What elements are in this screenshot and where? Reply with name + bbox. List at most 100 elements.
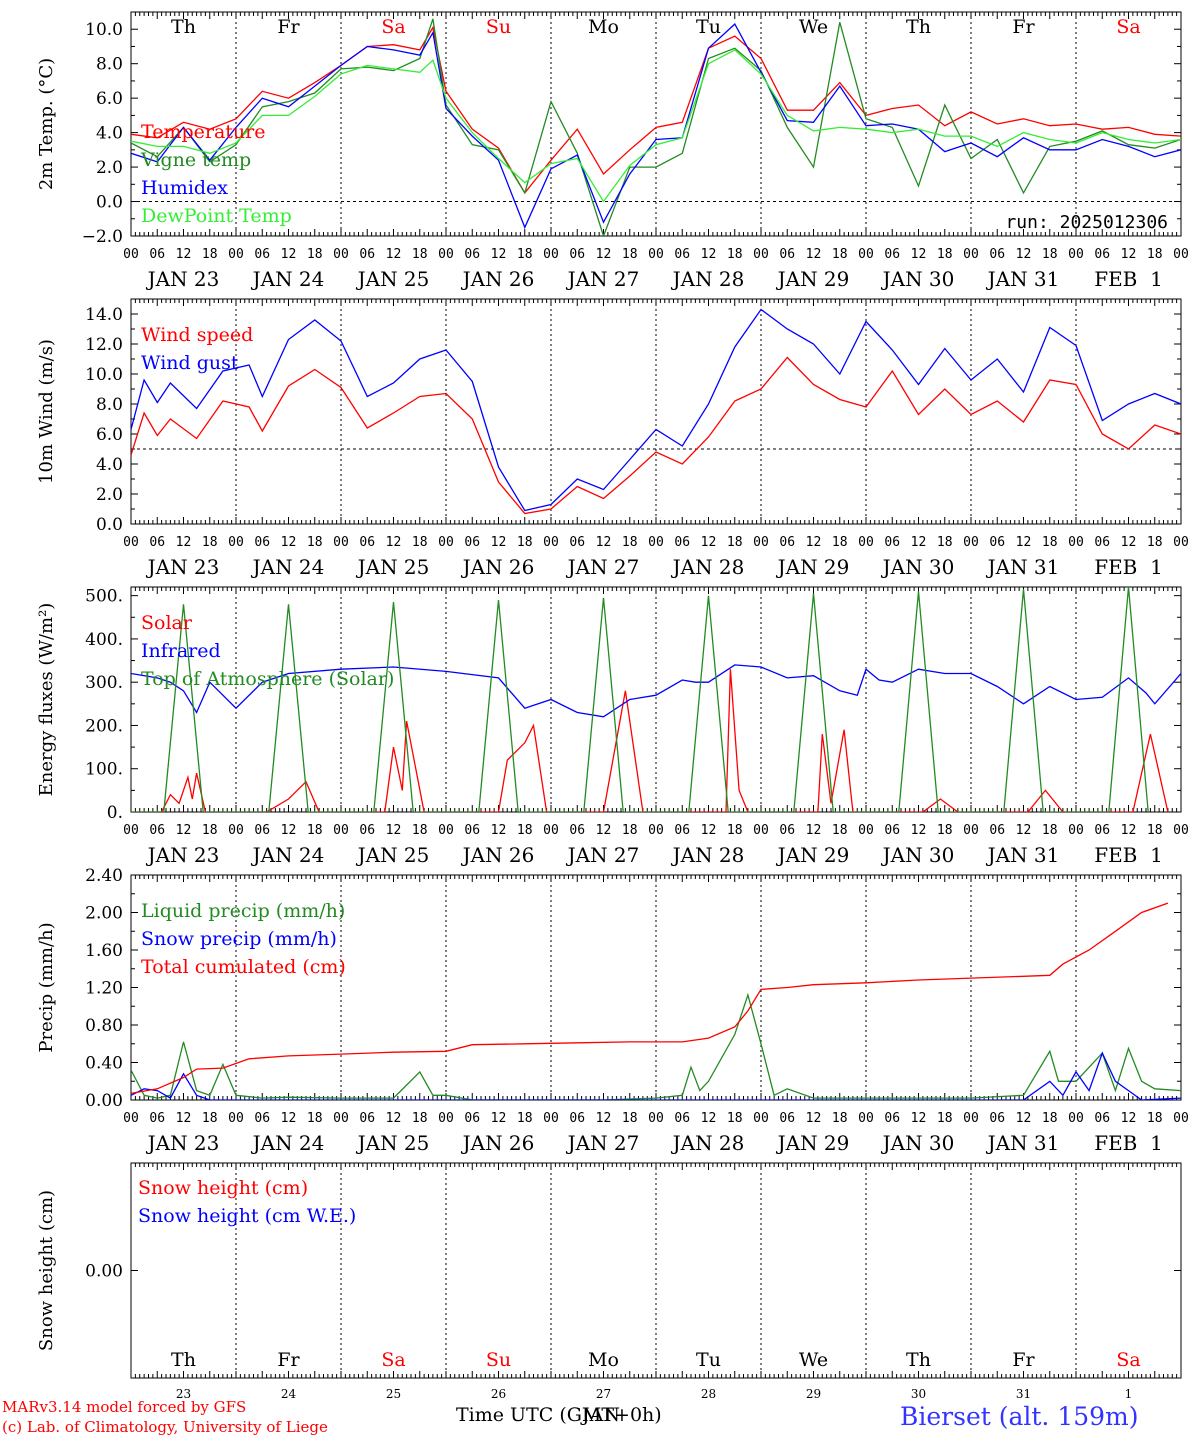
hour-label: 18 <box>727 1111 743 1126</box>
hour-label: 00 <box>648 1111 664 1126</box>
date-label: FEB 1 <box>1094 843 1163 867</box>
hour-label: 00 <box>123 535 139 550</box>
legend-entry: Vigne temp <box>140 149 251 171</box>
date-label: FEB 1 <box>1094 555 1163 579</box>
hour-label: 00 <box>858 535 874 550</box>
legend-entry: Wind speed <box>141 324 253 346</box>
hour-label: 18 <box>727 247 743 262</box>
date-label: JAN 23 <box>146 1131 220 1155</box>
hour-label: 12 <box>911 535 927 550</box>
hour-label: 12 <box>281 247 297 262</box>
hour-label: 00 <box>543 535 559 550</box>
hour-label: 00 <box>963 1111 979 1126</box>
date-label: JAN 30 <box>881 555 955 579</box>
hour-label: 12 <box>176 535 192 550</box>
model-credit-line2: (c) Lab. of Climatology, University of L… <box>2 1418 328 1436</box>
hour-label: 18 <box>412 535 428 550</box>
hour-label: 18 <box>412 247 428 262</box>
hour-label: 00 <box>228 247 244 262</box>
hour-label: 18 <box>832 247 848 262</box>
hour-label: 00 <box>753 1111 769 1126</box>
series-line <box>131 902 1169 1095</box>
hour-label: 18 <box>622 535 638 550</box>
hour-label: 12 <box>491 823 507 838</box>
y-tick-label: 8.0 <box>96 395 123 415</box>
date-label: JAN 29 <box>776 267 850 291</box>
date-label: JAN 26 <box>461 555 535 579</box>
series-line <box>131 308 1181 512</box>
hour-label: 06 <box>674 823 690 838</box>
y-axis-label: Energy fluxes (W/m²) <box>36 603 57 797</box>
weekday-label: Fr <box>1012 1349 1035 1371</box>
hour-label: 06 <box>464 1111 480 1126</box>
hour-label: 00 <box>333 1111 349 1126</box>
hour-label: 06 <box>359 1111 375 1126</box>
legend-entry: DewPoint Temp <box>141 205 292 227</box>
date-label: JAN 25 <box>356 555 430 579</box>
hour-label: 12 <box>1121 247 1137 262</box>
hour-label: 12 <box>1016 535 1032 550</box>
hour-label: 18 <box>937 823 953 838</box>
hour-label: 12 <box>911 247 927 262</box>
hour-label: 00 <box>543 247 559 262</box>
date-label: FEB 1 <box>1094 267 1163 291</box>
hour-label: 18 <box>307 1111 323 1126</box>
hour-label: 06 <box>569 247 585 262</box>
y-axis-label: Precip (mm/h) <box>36 922 57 1052</box>
legend-entry: Liquid precip (mm/h) <box>141 900 345 922</box>
hour-label: 06 <box>359 823 375 838</box>
series-line <box>131 49 1181 203</box>
hour-label: 00 <box>543 823 559 838</box>
hour-label: 00 <box>228 535 244 550</box>
hour-label: 18 <box>937 535 953 550</box>
hour-label: 18 <box>202 1111 218 1126</box>
series-line <box>131 23 1181 230</box>
weekday-label: Sa <box>1116 1349 1140 1371</box>
x-axis-overprint: JAN <box>582 1404 620 1426</box>
day-number: 30 <box>911 1387 926 1401</box>
hour-label: 00 <box>438 247 454 262</box>
hour-label: 18 <box>517 823 533 838</box>
date-label: JAN 26 <box>461 843 535 867</box>
day-number: 28 <box>701 1387 716 1401</box>
hour-label: 06 <box>884 247 900 262</box>
y-axis-label: 10m Wind (m/s) <box>36 339 57 484</box>
hour-label: 06 <box>779 535 795 550</box>
legend-entry: Temperature <box>141 121 265 143</box>
hour-label: 00 <box>648 823 664 838</box>
hour-label: 00 <box>333 823 349 838</box>
y-tick-label: 500. <box>85 587 123 607</box>
legend-entry: Top of Atmosphere (Solar) <box>141 668 394 690</box>
date-label: JAN 28 <box>671 555 745 579</box>
y-tick-label: 8.0 <box>96 55 123 75</box>
hour-label: 00 <box>228 823 244 838</box>
hour-label: 06 <box>149 823 165 838</box>
hour-label: 00 <box>438 1111 454 1126</box>
hour-label: 18 <box>202 535 218 550</box>
hour-label: 00 <box>858 823 874 838</box>
date-label: JAN 24 <box>251 1131 325 1155</box>
hour-label: 12 <box>491 1111 507 1126</box>
hour-label: 12 <box>386 1111 402 1126</box>
hour-label: 18 <box>412 1111 428 1126</box>
date-label: JAN 24 <box>251 843 325 867</box>
legend-entry: Snow height (cm W.E.) <box>138 1205 356 1227</box>
series-line <box>131 25 1181 195</box>
hour-label: 06 <box>779 1111 795 1126</box>
hour-label: 00 <box>963 247 979 262</box>
hour-label: 18 <box>1147 823 1163 838</box>
legend-entry: Wind gust <box>141 352 239 374</box>
y-tick-label: 0. <box>107 803 123 823</box>
date-label: JAN 23 <box>146 267 220 291</box>
date-label: JAN 30 <box>881 1131 955 1155</box>
weekday-label: Su <box>486 16 511 38</box>
hour-label: 18 <box>1042 823 1058 838</box>
hour-label: 00 <box>438 823 454 838</box>
hour-label: 18 <box>832 1111 848 1126</box>
hour-label: 06 <box>989 823 1005 838</box>
weekday-label: Fr <box>277 16 300 38</box>
y-tick-label: 1.20 <box>85 979 123 999</box>
hour-label: 18 <box>1147 1111 1163 1126</box>
date-label: JAN 27 <box>566 1131 640 1155</box>
